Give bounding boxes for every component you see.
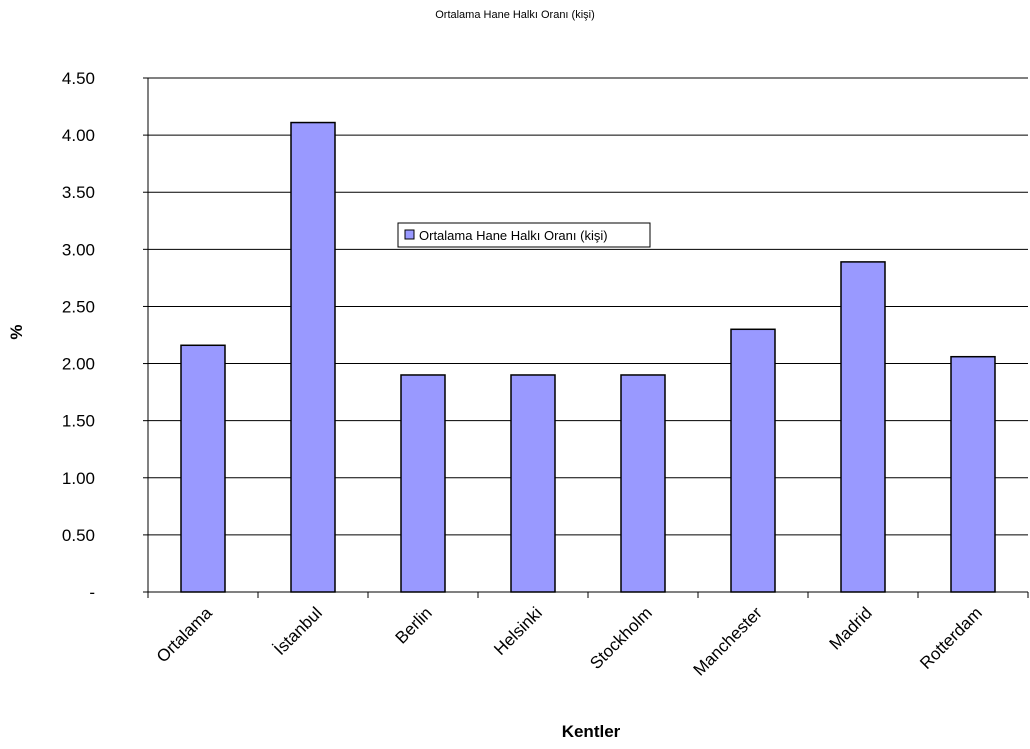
y-tick-labels: - 0.50 1.00 1.50 2.00 2.50 3.00 3.50 4.00 4.50 (62, 69, 95, 602)
y-tick-label: 2.00 (62, 355, 95, 374)
y-tick-label: 1.00 (62, 469, 95, 488)
legend-swatch (404, 229, 415, 240)
y-tick-label: 2.50 (62, 297, 95, 316)
bar-madrid (840, 261, 886, 593)
bar-rotterdam (950, 355, 996, 593)
x-tick-label: Manchester (690, 603, 766, 679)
bar-stockholm (620, 374, 666, 593)
x-axis-title: Kentler (562, 722, 621, 741)
legend: Ortalama Hane Halkı Oranı (kişi) (397, 222, 651, 248)
grid-lines (148, 77, 1028, 536)
x-tick-label: İstanbul (270, 603, 326, 659)
x-tick-label: Ortalama (153, 603, 216, 666)
legend-label: Ortalama Hane Halkı Oranı (kişi) (419, 228, 608, 243)
y-tick-label: 0.50 (62, 526, 95, 545)
bar-berlin (400, 374, 446, 593)
x-tick-label: Stockholm (586, 603, 656, 673)
x-tick-label: Rotterdam (916, 603, 986, 673)
legend-box (397, 222, 651, 248)
x-tick-label: Madrid (826, 603, 876, 653)
x-tick-label: Helsinki (490, 603, 546, 659)
bars (180, 121, 996, 593)
bar-manchester (730, 328, 776, 593)
y-tick-label: 3.50 (62, 183, 95, 202)
y-tick-label: 4.00 (62, 126, 95, 145)
y-tick-label: - (89, 583, 95, 602)
bar-ortalama (180, 344, 226, 593)
y-tick-label: 3.00 (62, 240, 95, 259)
y-tick-label: 4.50 (62, 69, 95, 88)
bar-i̇stanbul (290, 121, 336, 593)
axes (143, 77, 1029, 598)
bar-helsinki (510, 374, 556, 593)
chart-title: Ortalama Hane Halkı Oranı (kişi) (435, 9, 595, 21)
x-tick-labels: Ortalama İstanbul Berlin Helsinki Stockholm M… (153, 603, 986, 680)
y-tick-label: 1.50 (62, 412, 95, 431)
x-tick-label: Berlin (392, 603, 436, 647)
y-axis-title: % (7, 324, 26, 339)
